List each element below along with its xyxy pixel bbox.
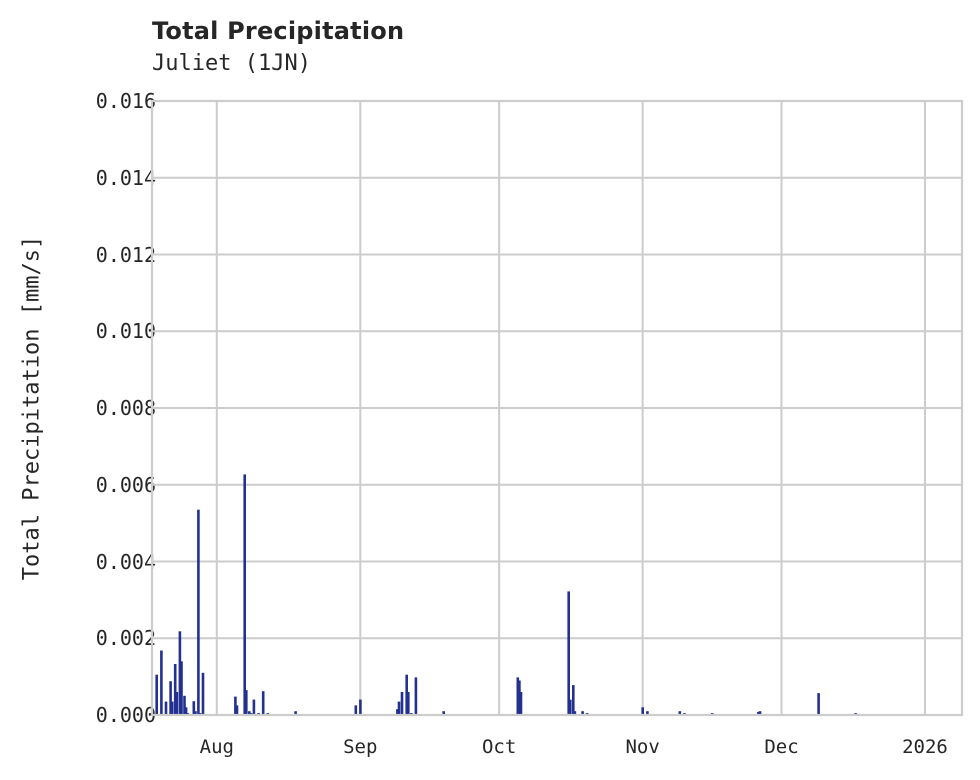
precipitation-bar (405, 674, 408, 715)
y-tick-label: 0.000 (95, 703, 156, 727)
y-tick-label: 0.010 (95, 319, 156, 344)
precipitation-bar (519, 692, 523, 715)
precipitation-bar (678, 711, 682, 715)
precipitation-bar (572, 685, 575, 715)
precipitation-bar (160, 650, 163, 715)
precipitation-bar (243, 474, 246, 715)
precipitation-bar (396, 709, 399, 715)
precipitation-bar (245, 690, 248, 715)
precipitation-bar (235, 705, 239, 715)
y-tick-label: 0.006 (95, 472, 156, 497)
precipitation-bar (248, 711, 251, 715)
gridlines (152, 100, 962, 716)
x-tick-label: 2026 (902, 736, 948, 758)
precipitation-bars (155, 474, 857, 715)
precipitation-bar (414, 677, 418, 715)
precipitation-bar (183, 695, 186, 715)
y-tick-label: 0.016 (95, 89, 156, 113)
precipitation-bar (178, 631, 182, 715)
precipitation-bar (397, 701, 401, 715)
precipitation-bar (180, 661, 183, 715)
precipitation-bar (354, 705, 358, 715)
precipitation-bar (170, 701, 174, 715)
chart-title: Total Precipitation (152, 17, 405, 45)
x-tick-label: Sep (343, 736, 378, 758)
chart-subtitle: Juliet (1JN) (152, 51, 311, 76)
precipitation-bar (646, 711, 649, 715)
precipitation-bar (817, 693, 820, 715)
y-tick-label: 0.002 (95, 626, 156, 651)
precipitation-bar (201, 672, 205, 715)
precipitation-bar (359, 699, 362, 715)
precipitation-bar (175, 692, 179, 715)
y-tick-label: 0.014 (95, 165, 156, 190)
precipitation-bar (567, 591, 570, 715)
y-tick-label: 0.008 (95, 396, 156, 420)
precipitation-bar (758, 711, 762, 715)
precipitation-bar (184, 707, 188, 715)
precipitation-bar (569, 699, 572, 715)
precipitation-bar (516, 677, 520, 715)
y-tick-label: 0.012 (95, 242, 156, 267)
precipitation-bar (155, 674, 158, 715)
plot-frame (150, 99, 964, 717)
x-tick-label: Aug (199, 736, 234, 758)
precipitation-bar (407, 692, 410, 715)
precipitation-bar (234, 696, 237, 715)
x-tick-label: Dec (764, 736, 799, 758)
precipitation-bar (518, 680, 521, 715)
x-tick-label: Nov (625, 736, 660, 758)
precipitation-bar (400, 692, 404, 715)
precipitation-bar (169, 681, 172, 715)
precipitation-bar (173, 664, 177, 715)
y-tick-label: 0.004 (95, 549, 156, 574)
precipitation-bar (252, 699, 256, 715)
precipitation-bar (261, 691, 265, 715)
precipitation-bar (197, 509, 200, 715)
precipitation-bar (194, 711, 197, 715)
precipitation-bar (581, 711, 584, 715)
precipitation-bar (641, 707, 644, 715)
precipitation-bar (192, 701, 196, 715)
precipitation-bar (573, 711, 577, 715)
precipitation-bar (164, 701, 168, 715)
precipitation-bar (757, 711, 760, 715)
precipitation-bar (294, 711, 297, 715)
precipitation-bar (442, 711, 445, 715)
x-tick-label: Oct (481, 736, 517, 758)
